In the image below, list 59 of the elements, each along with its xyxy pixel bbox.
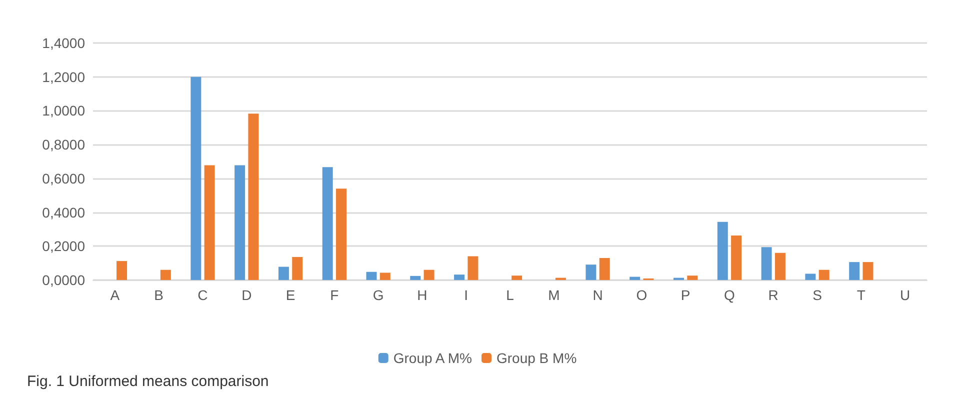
y-tick-label: 1,2000 [42,68,86,85]
bar [204,165,215,280]
bar [336,188,346,280]
bar [468,256,478,280]
x-tick-label: R [768,287,778,303]
bar [687,276,698,280]
bar [454,274,465,280]
legend-label: Group B M% [496,350,577,366]
x-tick-label: H [417,287,428,303]
x-tick-label: A [110,287,120,303]
x-tick-label: N [592,287,603,303]
x-tick-label: S [812,287,822,303]
bar [849,262,860,280]
x-tick-label: P [680,287,690,303]
x-tick-label: I [464,287,468,303]
bar [278,266,289,280]
bar [190,76,202,280]
y-tick-label: 0,0000 [42,272,86,288]
y-tick-label: 1,0000 [42,102,86,119]
bar [805,274,816,280]
bar [248,114,259,280]
bar [160,270,171,280]
bar [818,270,830,280]
x-tick-label: G [372,287,384,303]
bar [630,276,640,280]
x-tick-label: O [636,287,648,303]
bar [380,272,390,280]
bar [410,276,421,280]
x-tick-label: Q [724,287,736,303]
x-tick-label: L [506,287,514,303]
bar [586,264,596,280]
y-tick-label: 0,6000 [42,170,86,186]
y-tick-label: 0,8000 [42,136,86,153]
bar [366,272,377,280]
x-tick-label: E [286,287,296,303]
text: Fig. 1 Uniformed means comparison [27,373,269,390]
y-tick-label: 0,4000 [42,204,86,220]
bar [761,247,772,280]
bar [774,252,786,280]
bar [292,256,303,280]
bar [731,235,742,280]
x-tick-label: D [242,287,252,303]
legend-label: Group A M% [393,350,472,366]
bar [424,270,434,280]
y-tick-label: 1,4000 [42,35,86,51]
y-tick-label: 0,2000 [42,238,86,254]
x-tick-label: M [548,287,560,303]
x-tick-label: C [198,287,208,303]
bar [862,262,874,280]
x-tick-label: B [154,287,164,303]
bar [234,165,246,280]
x-tick-label: T [856,287,866,303]
bar [512,276,522,280]
bar [717,222,728,280]
bar [322,167,333,280]
x-tick-label: U [900,287,910,303]
bar [116,261,128,280]
x-tick-label: F [330,287,339,303]
bar [599,258,610,280]
